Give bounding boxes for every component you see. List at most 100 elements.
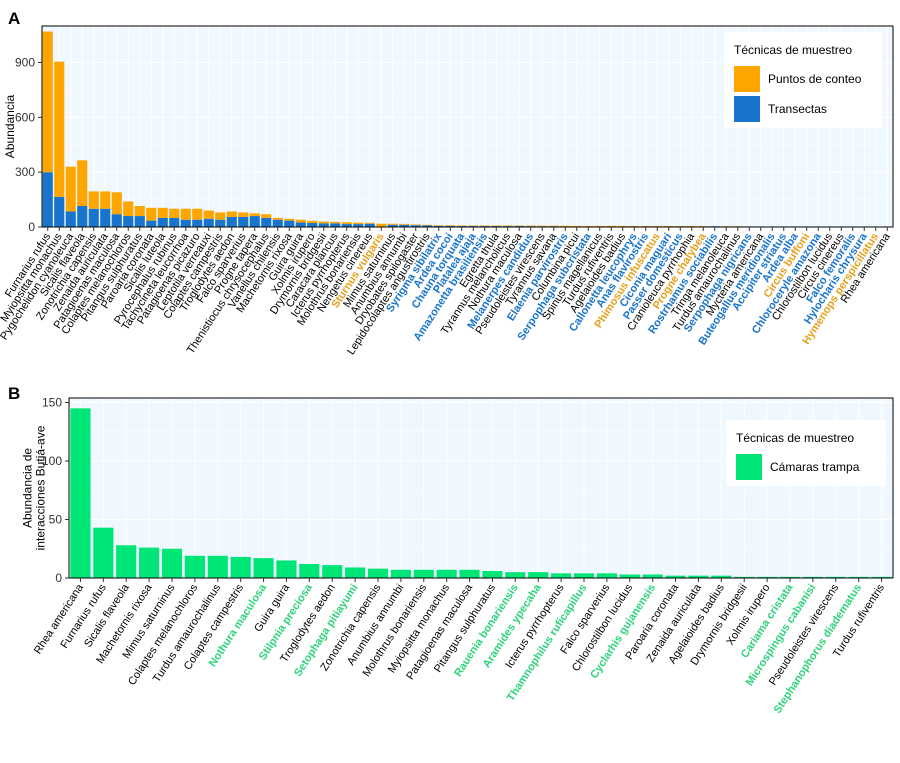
- bar: [111, 214, 122, 227]
- bar: [134, 205, 145, 217]
- y-tick-label: 50: [49, 513, 63, 527]
- panel-b: 0 50 100 150 Abundancia de interacciones Buti…: [8, 384, 894, 716]
- bar: [482, 570, 503, 578]
- bar: [871, 576, 892, 578]
- bar: [276, 560, 297, 578]
- bar: [779, 576, 801, 578]
- bar: [734, 576, 755, 578]
- bar: [698, 226, 709, 227]
- y-tick-label: 0: [55, 571, 62, 585]
- bar: [571, 225, 582, 227]
- bar: [88, 191, 99, 209]
- bar: [548, 225, 559, 227]
- bar: [399, 224, 410, 227]
- bar: [606, 225, 617, 227]
- bar: [180, 208, 191, 220]
- bar: [551, 573, 572, 578]
- bar: [642, 574, 663, 578]
- bar: [376, 223, 387, 227]
- bar: [353, 222, 364, 225]
- bar: [123, 216, 134, 227]
- bar: [505, 572, 526, 578]
- bar: [445, 225, 456, 226]
- bar: [341, 224, 352, 227]
- bar: [479, 225, 490, 227]
- panel-label: B: [8, 384, 20, 403]
- legend: Técnicas de muestreo Puntos de conteo Tran…: [724, 32, 882, 128]
- bar: [116, 545, 137, 578]
- bar: [330, 221, 341, 224]
- bar: [318, 221, 329, 224]
- bar: [663, 226, 674, 227]
- bar: [272, 217, 283, 220]
- bar: [249, 216, 260, 227]
- bar: [367, 568, 389, 578]
- bar: [272, 219, 283, 227]
- bar: [261, 214, 272, 218]
- bar: [387, 223, 398, 225]
- y-tick-label: 300: [15, 165, 35, 179]
- y-tick-label: 0: [28, 220, 35, 234]
- bar: [184, 555, 205, 578]
- bar: [514, 225, 525, 227]
- bar: [364, 223, 375, 227]
- bar: [491, 225, 502, 227]
- bar: [387, 224, 398, 227]
- bar: [318, 223, 329, 227]
- bar: [675, 226, 686, 227]
- bar: [249, 213, 260, 217]
- bar: [70, 408, 91, 578]
- y-axis: 0 300 600 900 Abundancia: [3, 56, 42, 234]
- bar: [390, 569, 411, 578]
- bar: [525, 225, 536, 227]
- bar: [330, 223, 341, 227]
- bar: [100, 191, 111, 209]
- bar: [146, 220, 157, 227]
- bar: [364, 222, 375, 224]
- bar: [42, 31, 53, 173]
- bar: [502, 225, 513, 227]
- bar: [456, 225, 467, 227]
- bars: [70, 408, 892, 578]
- bar: [479, 225, 490, 227]
- legend-key: [734, 66, 760, 92]
- bar: [433, 225, 444, 227]
- y-tick-label: 600: [15, 110, 35, 124]
- legend-key: [736, 454, 762, 480]
- bar: [192, 219, 203, 227]
- bar: [238, 212, 249, 217]
- bar: [93, 527, 114, 578]
- bar: [169, 217, 180, 227]
- bar: [157, 207, 168, 218]
- bar: [146, 207, 157, 221]
- bar: [757, 576, 778, 578]
- bar: [169, 208, 180, 218]
- bar: [652, 226, 663, 227]
- bar: [802, 576, 823, 578]
- bar: [688, 575, 709, 578]
- panel-label: A: [8, 9, 20, 28]
- bar: [65, 211, 76, 227]
- bar: [537, 225, 548, 227]
- bar: [514, 225, 525, 227]
- bar: [157, 217, 168, 227]
- bar: [203, 218, 214, 227]
- bar: [215, 212, 226, 220]
- bar: [295, 219, 306, 223]
- bar: [161, 548, 183, 578]
- legend-title: Técnicas de muestreo: [736, 431, 854, 445]
- bar: [445, 225, 456, 227]
- bar: [410, 225, 421, 227]
- bar: [468, 225, 479, 227]
- y-tick-label: 900: [15, 56, 35, 70]
- bar: [307, 222, 318, 227]
- bar: [180, 219, 191, 227]
- panel-a: 0 300 600 900 Abundancia Furnarius rufusMyiop…: [0, 9, 894, 357]
- bar: [284, 218, 295, 221]
- bar: [422, 225, 433, 227]
- bar: [583, 226, 594, 227]
- bar: [525, 225, 536, 227]
- bar: [686, 226, 697, 227]
- bar: [491, 225, 502, 227]
